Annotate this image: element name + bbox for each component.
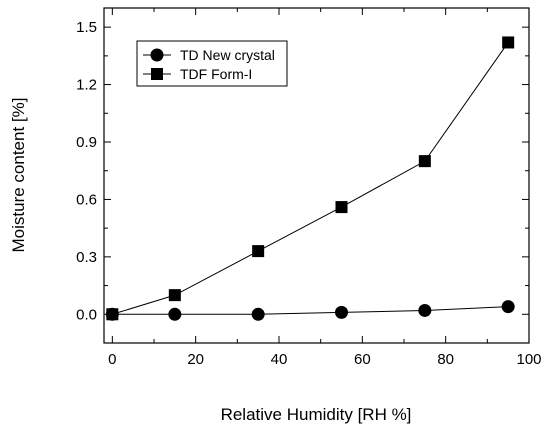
x-tick-label: 0	[108, 351, 116, 368]
data-point-square	[502, 36, 515, 49]
series-line-0	[112, 306, 509, 315]
data-point-circle	[418, 303, 432, 317]
series-lines	[112, 42, 509, 315]
x-tick-label: 100	[516, 351, 541, 368]
legend-label-td-new-crystal: TD New crystal	[180, 47, 275, 63]
series-line-1	[112, 42, 509, 315]
x-tick-label: 60	[354, 351, 371, 368]
data-point-square	[168, 289, 181, 302]
legend-marker-circle	[150, 48, 164, 62]
x-tick-label: 20	[187, 351, 204, 368]
data-point-circle	[335, 305, 348, 319]
x-tick-label: 80	[437, 351, 454, 368]
data-point-circle	[501, 300, 515, 314]
legend-marker-square	[151, 68, 163, 80]
y-axis-label: Moisture content [%]	[9, 98, 28, 253]
x-axis-label: Relative Humidity [RH %]	[221, 405, 412, 424]
y-tick-label: 1.2	[76, 77, 97, 94]
y-tick-label: 0.6	[76, 191, 97, 208]
plot-frame	[103, 7, 530, 344]
y-tick-label: 0.0	[76, 306, 97, 323]
data-point-square	[106, 308, 119, 321]
data-point-square	[418, 155, 431, 168]
series-markers	[105, 36, 515, 321]
y-tick-label: 0.3	[76, 249, 97, 266]
data-point-circle	[251, 307, 265, 321]
y-tick-label: 1.5	[76, 19, 97, 36]
data-point-circle	[168, 307, 182, 321]
legend-label-tdf-form-i: TDF Form-I	[180, 66, 252, 82]
data-point-square	[335, 201, 348, 214]
x-axis-ticks: 0 20 40 60 80 100	[108, 8, 542, 368]
y-axis-ticks: 0.0 0.3 0.6 0.9 1.2 1.5	[76, 19, 529, 344]
y-tick-label: 0.9	[76, 134, 97, 151]
data-point-square	[252, 245, 265, 258]
legend: TD New crystal TDF Form-I	[136, 40, 288, 87]
x-tick-label: 40	[271, 351, 288, 368]
